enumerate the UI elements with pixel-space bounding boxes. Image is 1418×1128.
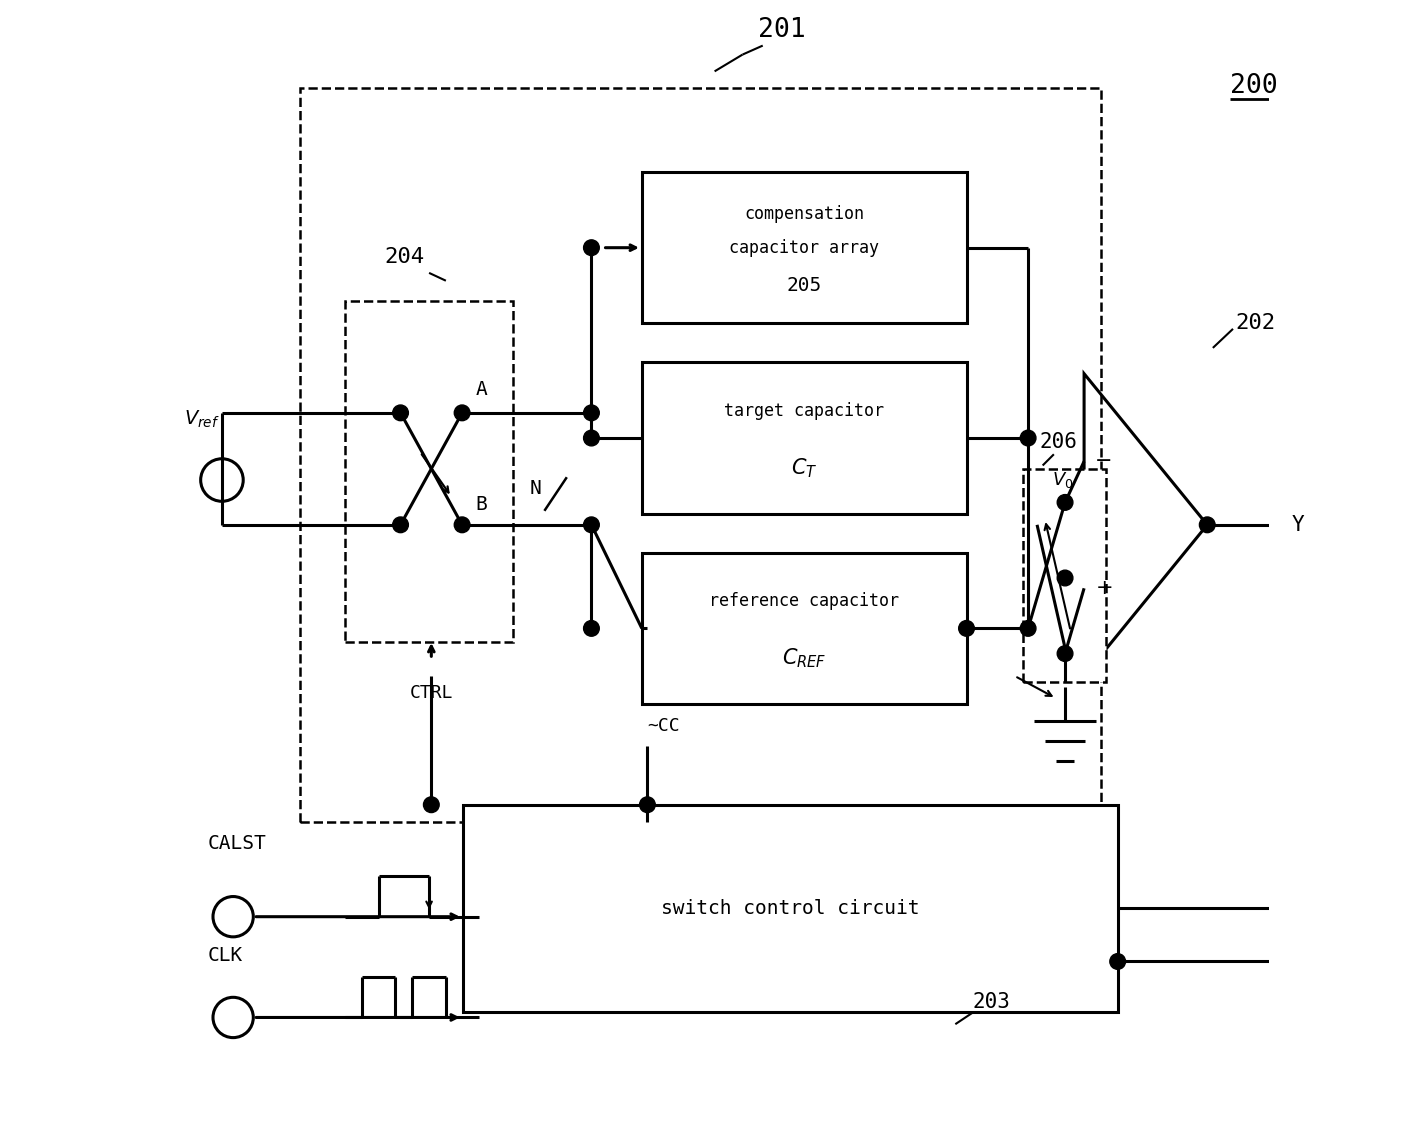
Bar [301, 88, 1100, 821]
Text: switch control circuit: switch control circuit [661, 899, 919, 918]
Circle shape [584, 517, 600, 532]
Circle shape [1200, 517, 1215, 532]
Circle shape [584, 430, 600, 446]
Text: −: − [1095, 451, 1113, 472]
Text: reference capacitor: reference capacitor [709, 592, 899, 610]
Bar [462, 804, 1117, 1012]
Bar [1022, 469, 1106, 681]
Bar [642, 553, 967, 704]
Text: 206: 206 [1039, 432, 1078, 452]
Circle shape [1058, 570, 1073, 585]
Text: 202: 202 [1235, 314, 1275, 333]
Circle shape [1278, 953, 1293, 969]
Text: A: A [475, 380, 488, 399]
Bar [642, 173, 967, 324]
Text: $C_T$: $C_T$ [791, 457, 817, 481]
Text: 204: 204 [384, 247, 424, 267]
Circle shape [454, 405, 469, 421]
Text: Y: Y [1292, 514, 1305, 535]
Text: compensation: compensation [744, 205, 864, 223]
Text: +: + [1095, 579, 1113, 598]
Circle shape [1021, 430, 1037, 446]
Text: CLK: CLK [207, 946, 242, 966]
Text: capacitor array: capacitor array [729, 239, 879, 257]
Text: 200: 200 [1229, 73, 1278, 99]
Text: N: N [530, 479, 542, 497]
Circle shape [1058, 645, 1073, 661]
Circle shape [393, 405, 408, 421]
Bar [642, 362, 967, 513]
Text: CALST: CALST [207, 835, 267, 854]
Circle shape [424, 796, 440, 812]
Circle shape [584, 405, 600, 421]
Circle shape [393, 517, 408, 532]
Text: target capacitor: target capacitor [725, 402, 885, 420]
Circle shape [1058, 494, 1073, 510]
Text: 205: 205 [787, 276, 822, 296]
Text: $V_0$: $V_0$ [1052, 470, 1073, 490]
Circle shape [959, 620, 974, 636]
Text: ~CC: ~CC [648, 717, 681, 735]
Text: 203: 203 [973, 992, 1010, 1012]
Text: 201: 201 [759, 17, 805, 43]
Text: CTRL: CTRL [410, 684, 454, 702]
Text: $V_{ref}$: $V_{ref}$ [184, 408, 220, 430]
Circle shape [454, 517, 469, 532]
Bar [345, 301, 513, 642]
Circle shape [584, 620, 600, 636]
Circle shape [1021, 620, 1037, 636]
Text: B: B [475, 494, 488, 513]
Circle shape [584, 240, 600, 256]
Circle shape [1110, 953, 1126, 969]
Circle shape [640, 796, 655, 812]
Text: $C_{REF}$: $C_{REF}$ [781, 646, 827, 670]
